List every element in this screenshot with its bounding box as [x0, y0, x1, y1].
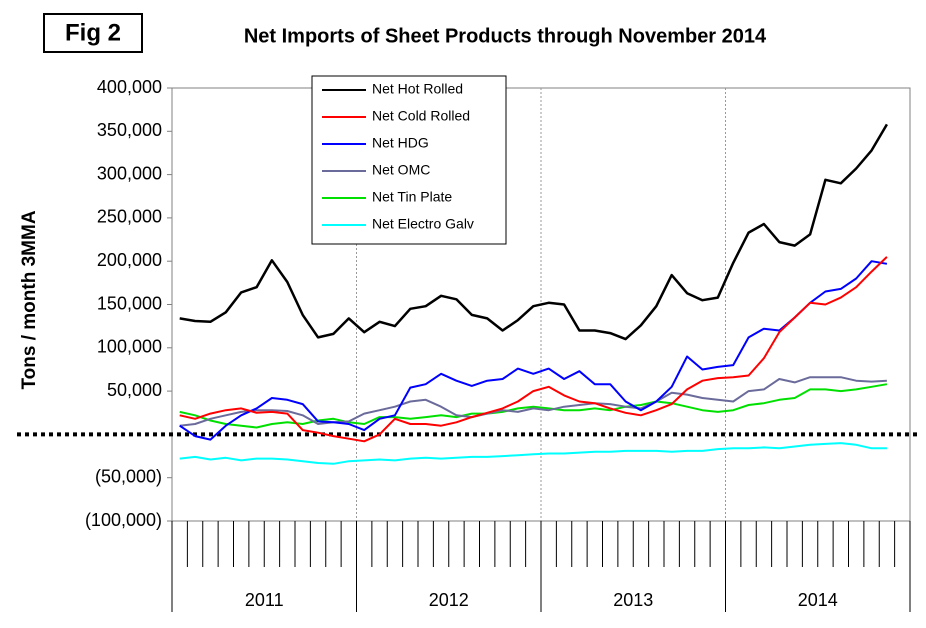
legend-label: Net Hot Rolled	[372, 81, 463, 97]
y-tick-label: 150,000	[97, 293, 162, 313]
y-tick-label: 300,000	[97, 163, 162, 183]
series-line	[179, 260, 888, 441]
x-group-label: 2014	[798, 590, 838, 610]
series-line	[179, 376, 887, 427]
chart-title: Net Imports of Sheet Products through No…	[244, 25, 767, 47]
legend-label: Net Tin Plate	[372, 189, 452, 205]
y-tick-label: 350,000	[97, 120, 162, 140]
legend-box	[311, 75, 507, 245]
series-line	[179, 256, 888, 443]
series-line	[179, 442, 887, 465]
y-tick-label: (50,000)	[95, 466, 162, 486]
y-tick-label: 400,000	[97, 77, 162, 97]
series-line	[179, 123, 888, 341]
figure-label: Fig 2	[65, 19, 121, 46]
x-group-label: 2012	[429, 590, 469, 610]
y-axis-label: Tons / month 3MMA	[19, 210, 40, 389]
y-tick-label: (100,000)	[85, 510, 162, 530]
y-tick-label: 100,000	[97, 337, 162, 357]
y-tick-label: 250,000	[97, 207, 162, 227]
legend-label: Net HDG	[372, 135, 429, 151]
legend-label: Net OMC	[372, 162, 430, 178]
x-group-label: 2013	[613, 590, 653, 610]
legend-label: Net Cold Rolled	[372, 108, 470, 124]
figure-label-box	[43, 13, 143, 53]
y-tick-label: 50,000	[107, 380, 162, 400]
y-tick-label: 200,000	[97, 250, 162, 270]
x-group-label: 2011	[245, 590, 284, 610]
legend-label: Net Electro Galv	[372, 216, 474, 232]
